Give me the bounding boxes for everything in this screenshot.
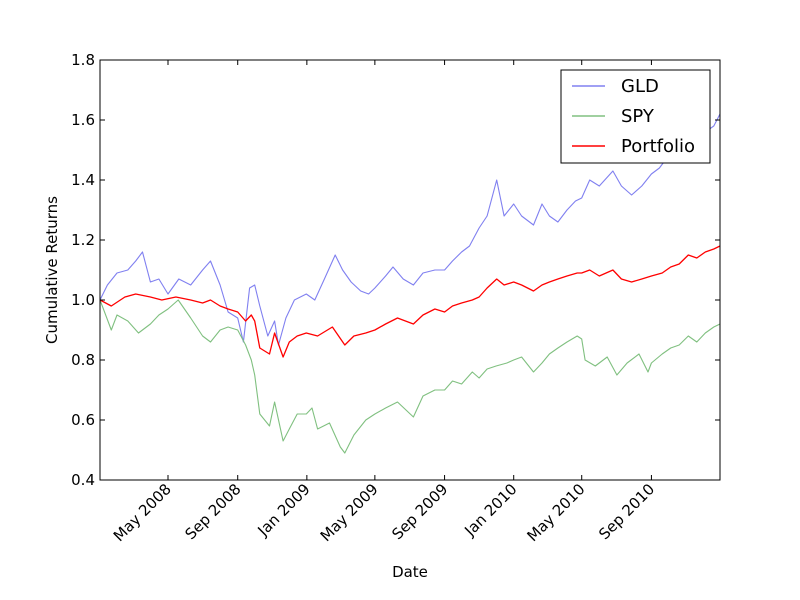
legend-label-spy: SPY — [621, 106, 655, 127]
y-axis-title: Cumulative Returns — [43, 196, 61, 344]
legend-label-gld: GLD — [621, 76, 659, 97]
y-tick-label: 1.4 — [71, 171, 95, 189]
series-line-gld — [100, 113, 720, 346]
y-tick-label: 1.6 — [71, 111, 95, 129]
y-tick-label: 0.8 — [71, 351, 95, 369]
legend-label-portfolio: Portfolio — [621, 136, 695, 157]
x-axis-title: Date — [392, 563, 428, 581]
y-tick-label: 0.4 — [71, 471, 95, 489]
series-layer — [100, 113, 720, 454]
y-tick-label: 1.2 — [71, 231, 95, 249]
legend: GLD SPY Portfolio — [560, 69, 711, 164]
y-tick-label: 1.0 — [71, 291, 95, 309]
y-tick-label: 0.6 — [71, 411, 95, 429]
plot-area-frame — [99, 59, 721, 481]
series-line-spy — [100, 299, 720, 454]
y-tick-label: 1.8 — [71, 51, 95, 69]
series-line-portfolio — [100, 245, 720, 358]
y-axis: 0.4 0.6 0.8 1.0 1.2 1.4 1.6 1.8 — [71, 51, 720, 489]
